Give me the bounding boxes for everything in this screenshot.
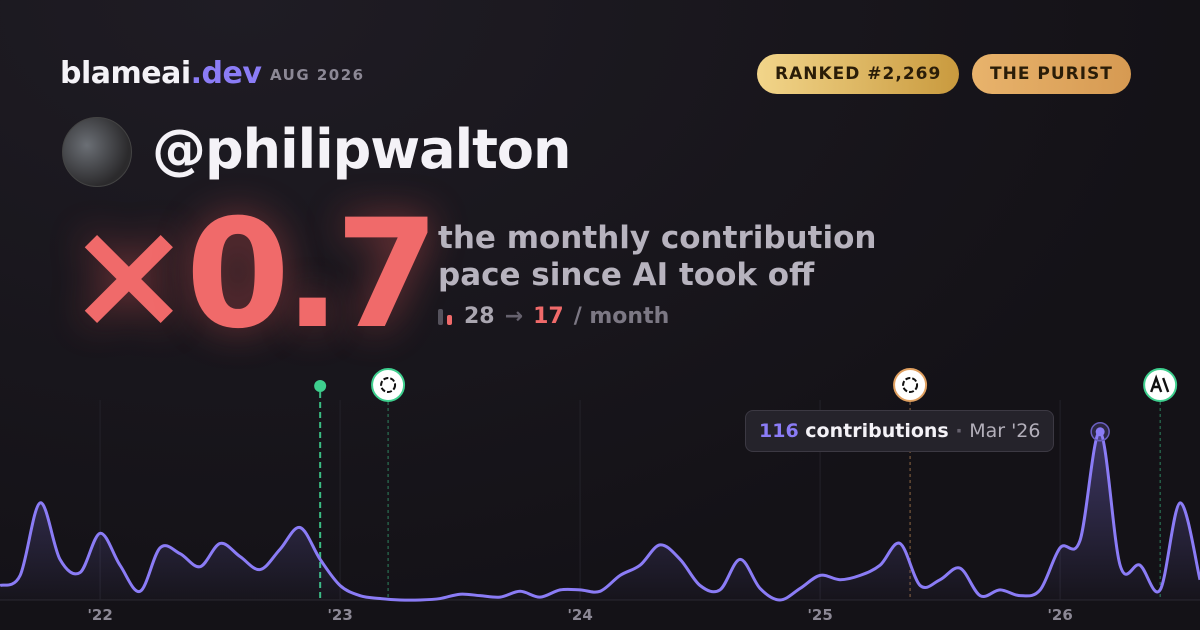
rank-badge: RANKED #2,269 — [757, 54, 960, 94]
date: AUG 2026 — [270, 66, 365, 84]
unit: / month — [573, 304, 670, 329]
peak-point — [1095, 427, 1105, 437]
event-glyph — [1150, 374, 1170, 393]
avatar — [62, 117, 132, 187]
x-tick-label: '24 — [567, 606, 592, 624]
x-tick-label: '25 — [807, 606, 832, 624]
event-icon — [1143, 368, 1178, 402]
tooltip-label: contributions — [805, 420, 949, 442]
multiplier-value: 0.7 — [185, 188, 440, 362]
x-tick-label: '23 — [327, 606, 352, 624]
event-icon — [371, 368, 406, 402]
tooltip: 116 contributions · Mar '26 — [745, 410, 1055, 452]
event-icon — [893, 368, 928, 402]
x-tick-label: '22 — [87, 606, 112, 624]
pace: 28 → 17 / month — [438, 304, 669, 329]
description: the monthly contribution — [438, 220, 877, 256]
event-dot — [314, 380, 327, 392]
pace-icon — [438, 308, 452, 325]
handle: @philipwalton — [152, 118, 571, 181]
multiplier-prefix: × — [66, 188, 192, 362]
x-tick-label: '26 — [1047, 606, 1072, 624]
brand: blameai.dev — [60, 56, 262, 91]
event-glyph — [380, 377, 397, 393]
pace-before: 28 — [464, 304, 495, 329]
line — [0, 430, 1200, 602]
pace-after: 17 — [533, 304, 564, 329]
description: pace since AI took off — [438, 257, 815, 293]
event-glyph — [902, 377, 919, 393]
arrow: → — [504, 304, 524, 329]
tooltip-date: Mar '26 — [969, 420, 1041, 442]
persona-badge: THE PURIST — [972, 54, 1131, 94]
multiplier: ×0.7 — [66, 188, 440, 362]
tooltip-value: 116 — [759, 420, 799, 442]
area — [0, 431, 1200, 601]
brand-name: blameai — [60, 56, 191, 91]
brand-tld: .dev — [190, 56, 262, 91]
